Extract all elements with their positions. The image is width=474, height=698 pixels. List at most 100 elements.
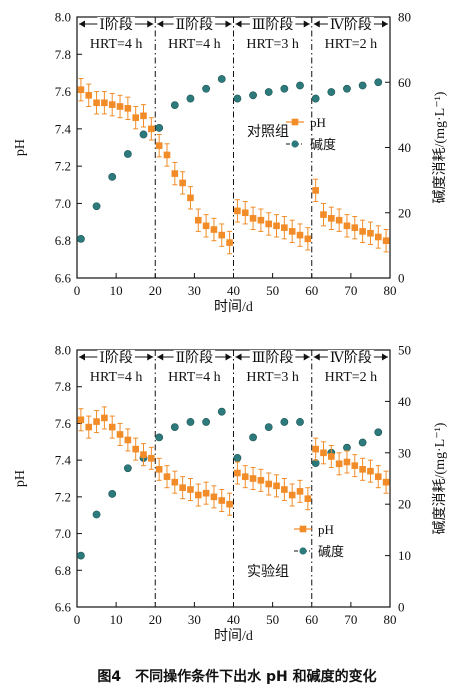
alkalinity-point	[77, 551, 85, 560]
alkalinity-point	[264, 88, 273, 96]
ph-point	[249, 215, 257, 222]
y-left-tick-label: 7.4	[55, 453, 72, 468]
phase-arrowhead-right	[382, 20, 388, 28]
ph-point	[77, 416, 85, 424]
alkalinity-point	[249, 91, 257, 100]
ph-point	[179, 179, 186, 187]
ph-point	[187, 486, 194, 493]
phase-label: Ⅲ阶段	[252, 17, 294, 33]
ph-point	[187, 194, 194, 202]
ph-point	[328, 215, 335, 222]
ph-point	[312, 187, 319, 194]
ph-point	[367, 467, 374, 475]
alkalinity-point	[170, 423, 179, 431]
ph-point	[382, 478, 390, 486]
phase-label-bg	[173, 17, 216, 33]
ph-point	[155, 142, 163, 149]
phase-hrt-label: HRT=3 h	[246, 37, 299, 52]
x-axis-title: 时间/d	[214, 299, 253, 315]
ph-point	[367, 229, 374, 237]
y-left-tick-label: 7.2	[55, 159, 71, 174]
x-tick-label: 80	[384, 283, 397, 298]
x-tick-label: 80	[384, 612, 397, 627]
alkalinity-point	[327, 88, 336, 96]
ph-point	[241, 209, 249, 217]
phase-arrowhead-left	[79, 20, 85, 28]
alkalinity-point	[249, 433, 257, 442]
ph-point	[148, 455, 155, 462]
alkalinity-point	[186, 418, 195, 426]
x-tick-label: 50	[266, 283, 279, 298]
y-right-axis-title: 碱度消耗/(mg·L⁻¹)	[432, 422, 448, 534]
x-tick-label: 0	[74, 612, 81, 627]
alkalinity-point	[374, 428, 383, 437]
ph-point	[140, 112, 147, 120]
y-left-tick-label: 8.0	[55, 10, 71, 25]
phase-hrt-label: HRT=4 h	[168, 370, 221, 385]
ph-point	[210, 226, 218, 233]
ph-point	[101, 99, 108, 107]
alkalinity-point	[92, 510, 101, 519]
ph-point	[288, 228, 296, 235]
ph-point	[85, 423, 93, 431]
y-right-tick-label: 80	[398, 10, 411, 25]
y-left-axis-title: pH	[13, 470, 28, 487]
y-left-tick-label: 6.6	[55, 600, 72, 615]
chart-panel-2: 0 10 20 30 40 50 60 70 80 6.6 6.8 7.0 7.2 7.4 7.6 7.8 8.…	[13, 343, 448, 645]
ph-point	[116, 431, 124, 438]
ph-point	[108, 423, 116, 431]
ph-point	[179, 484, 186, 491]
ph-point	[124, 105, 132, 112]
alkalinity-point	[77, 234, 85, 243]
ph-point	[140, 451, 147, 458]
ph-point	[281, 486, 288, 493]
alkalinity-point	[186, 94, 195, 103]
phase-hrt-label: HRT=4 h	[90, 370, 143, 385]
alkalinity-point	[202, 418, 211, 426]
phase-label-bg	[97, 17, 135, 33]
y-right-tick-label: 20	[398, 497, 411, 512]
y-left-tick-label: 6.8	[55, 563, 71, 578]
ph-point	[218, 497, 226, 504]
chart-panel-1: 0 10 20 30 40 50 60 70 80 6.6 6.8 7.0 7.2 7.4 7.6 7.8 8.…	[13, 10, 448, 316]
phase-label: Ⅰ阶段	[99, 17, 133, 33]
phase-label: Ⅱ阶段	[176, 17, 214, 33]
y-right-tick-label: 0	[398, 271, 405, 286]
y-left-tick-label: 7.4	[55, 121, 72, 136]
x-tick-label: 0	[74, 283, 81, 298]
ph-point	[296, 231, 304, 239]
ph-point	[328, 453, 335, 460]
x-tick-label: 30	[188, 612, 201, 627]
phase-label-bg	[97, 350, 135, 366]
y-left-tick-label: 7.6	[55, 416, 72, 431]
x-tick-label: 10	[110, 612, 123, 627]
ph-point	[241, 473, 249, 480]
ph-point	[320, 211, 327, 218]
y-right-tick-label: 40	[398, 394, 411, 409]
y-left-tick-label: 6.8	[55, 233, 71, 248]
alkalinity-point	[233, 94, 242, 103]
alkalinity-point	[202, 84, 211, 93]
figure-caption: 图4 不同操作条件下出水 pH 和碱度的变化	[97, 669, 377, 685]
ph-point	[234, 469, 241, 477]
alkalinity-point	[311, 94, 320, 103]
ph-point	[202, 489, 210, 497]
x-tick-label: 20	[149, 612, 162, 627]
ph-point	[210, 493, 218, 501]
ph-point	[93, 418, 100, 425]
x-tick-label: 60	[305, 283, 318, 298]
phase-arrowhead-left	[235, 353, 242, 361]
phase-label: Ⅱ阶段	[176, 350, 214, 366]
alkalinity-point	[92, 202, 101, 211]
x-axis-title: 时间/d	[214, 628, 253, 644]
phase-arrowhead-left	[157, 20, 164, 28]
phase-arrowhead-left	[313, 353, 320, 361]
x-tick-label: 60	[305, 612, 318, 627]
ph-point	[281, 224, 288, 231]
ph-point	[382, 237, 390, 245]
legend-ph-marker	[291, 118, 299, 126]
alkalinity-point	[280, 84, 289, 93]
ph-point	[108, 101, 116, 108]
ph-point	[288, 491, 296, 499]
ph-point	[335, 216, 343, 224]
